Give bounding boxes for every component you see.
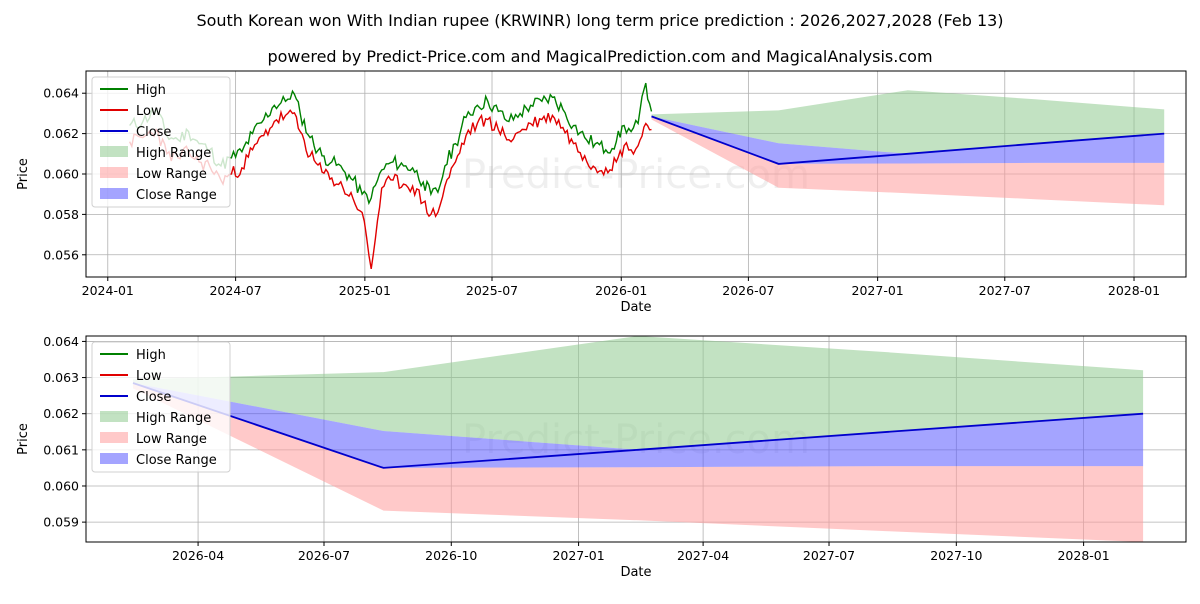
- x-tick-label: 2027-01: [852, 283, 904, 298]
- y-tick-label: 0.062: [43, 406, 79, 421]
- legend-label: Close Range: [136, 188, 217, 203]
- legend-label: Low: [136, 369, 162, 384]
- plot-frame: [85, 335, 1187, 543]
- legend-label: Low Range: [136, 432, 207, 447]
- y-tick-label: 0.060: [43, 478, 79, 493]
- high-range-band: [651, 90, 1165, 154]
- legend-swatch-patch: [100, 453, 128, 464]
- y-tick-label: 0.062: [43, 126, 79, 141]
- legend-label: Close Range: [136, 453, 217, 468]
- x-tick-label: 2025-07: [466, 283, 518, 298]
- legend: High Low Close High Range Low Range Close Ran…: [91, 341, 231, 473]
- y-tick-label: 0.059: [43, 515, 79, 530]
- x-tick-label: 2027-07: [979, 283, 1031, 298]
- bottom-panel: Predict-Price.com2026-042026-072026-1020…: [16, 334, 1187, 580]
- legend-swatch-patch: [100, 432, 128, 443]
- legend-swatch-patch: [100, 167, 128, 178]
- legend-label: High Range: [136, 411, 211, 426]
- x-tick-label: 2028-01: [1057, 548, 1109, 563]
- x-tick-label: 2026-07: [722, 283, 774, 298]
- close-forecast-line: [132, 382, 1144, 469]
- x-tick-label: 2027-07: [803, 548, 855, 563]
- close-range-band: [133, 383, 1144, 468]
- chart-subtitle: powered by Predict-Price.com and Magical…: [267, 47, 932, 66]
- x-axis-label: Date: [620, 300, 651, 315]
- legend-label: Low: [136, 104, 162, 119]
- y-tick-label: 0.058: [43, 207, 79, 222]
- x-tick-label: 2024-07: [209, 283, 261, 298]
- x-axis-label: Date: [620, 565, 651, 580]
- legend-label: High: [136, 83, 166, 98]
- x-tick-label: 2026-07: [298, 548, 350, 563]
- y-tick-label: 0.063: [43, 370, 79, 385]
- y-tick-label: 0.064: [43, 86, 79, 101]
- low-range-band: [651, 116, 1165, 206]
- x-tick-label: 2027-04: [677, 548, 729, 563]
- y-axis-label: Price: [16, 423, 31, 455]
- legend-label: Close: [136, 125, 171, 140]
- x-tick-label: 2026-10: [425, 548, 477, 563]
- y-axis-label: Price: [16, 158, 31, 190]
- y-tick-label: 0.064: [43, 334, 79, 349]
- y-tick-label: 0.056: [43, 247, 79, 262]
- legend-label: High Range: [136, 146, 211, 161]
- x-tick-label: 2028-01: [1108, 283, 1160, 298]
- x-tick-label: 2025-01: [339, 283, 391, 298]
- legend-swatch-patch: [100, 188, 128, 199]
- legend-label: High: [136, 348, 166, 363]
- plot-area: [128, 82, 1165, 270]
- plot-area: [132, 336, 1144, 542]
- high-range-band: [133, 336, 1144, 450]
- close-range-band: [651, 116, 1165, 164]
- x-tick-label: 2027-10: [930, 548, 982, 563]
- legend: High Low Close High Range Low Range Close Ran…: [91, 76, 231, 208]
- x-tick-label: 2024-01: [82, 283, 134, 298]
- legend-label: Close: [136, 390, 171, 405]
- x-tick-label: 2026-01: [595, 283, 647, 298]
- y-tick-label: 0.061: [43, 442, 79, 457]
- low-range-band: [133, 383, 1144, 542]
- y-tick-label: 0.060: [43, 167, 79, 182]
- legend-swatch-patch: [100, 411, 128, 422]
- legend-swatch-patch: [100, 146, 128, 157]
- close-forecast-line: [651, 115, 1165, 165]
- chart-title: South Korean won With Indian rupee (KRWI…: [196, 11, 1003, 30]
- x-tick-label: 2027-01: [552, 548, 604, 563]
- x-tick-label: 2026-04: [172, 548, 224, 563]
- legend-label: Low Range: [136, 167, 207, 182]
